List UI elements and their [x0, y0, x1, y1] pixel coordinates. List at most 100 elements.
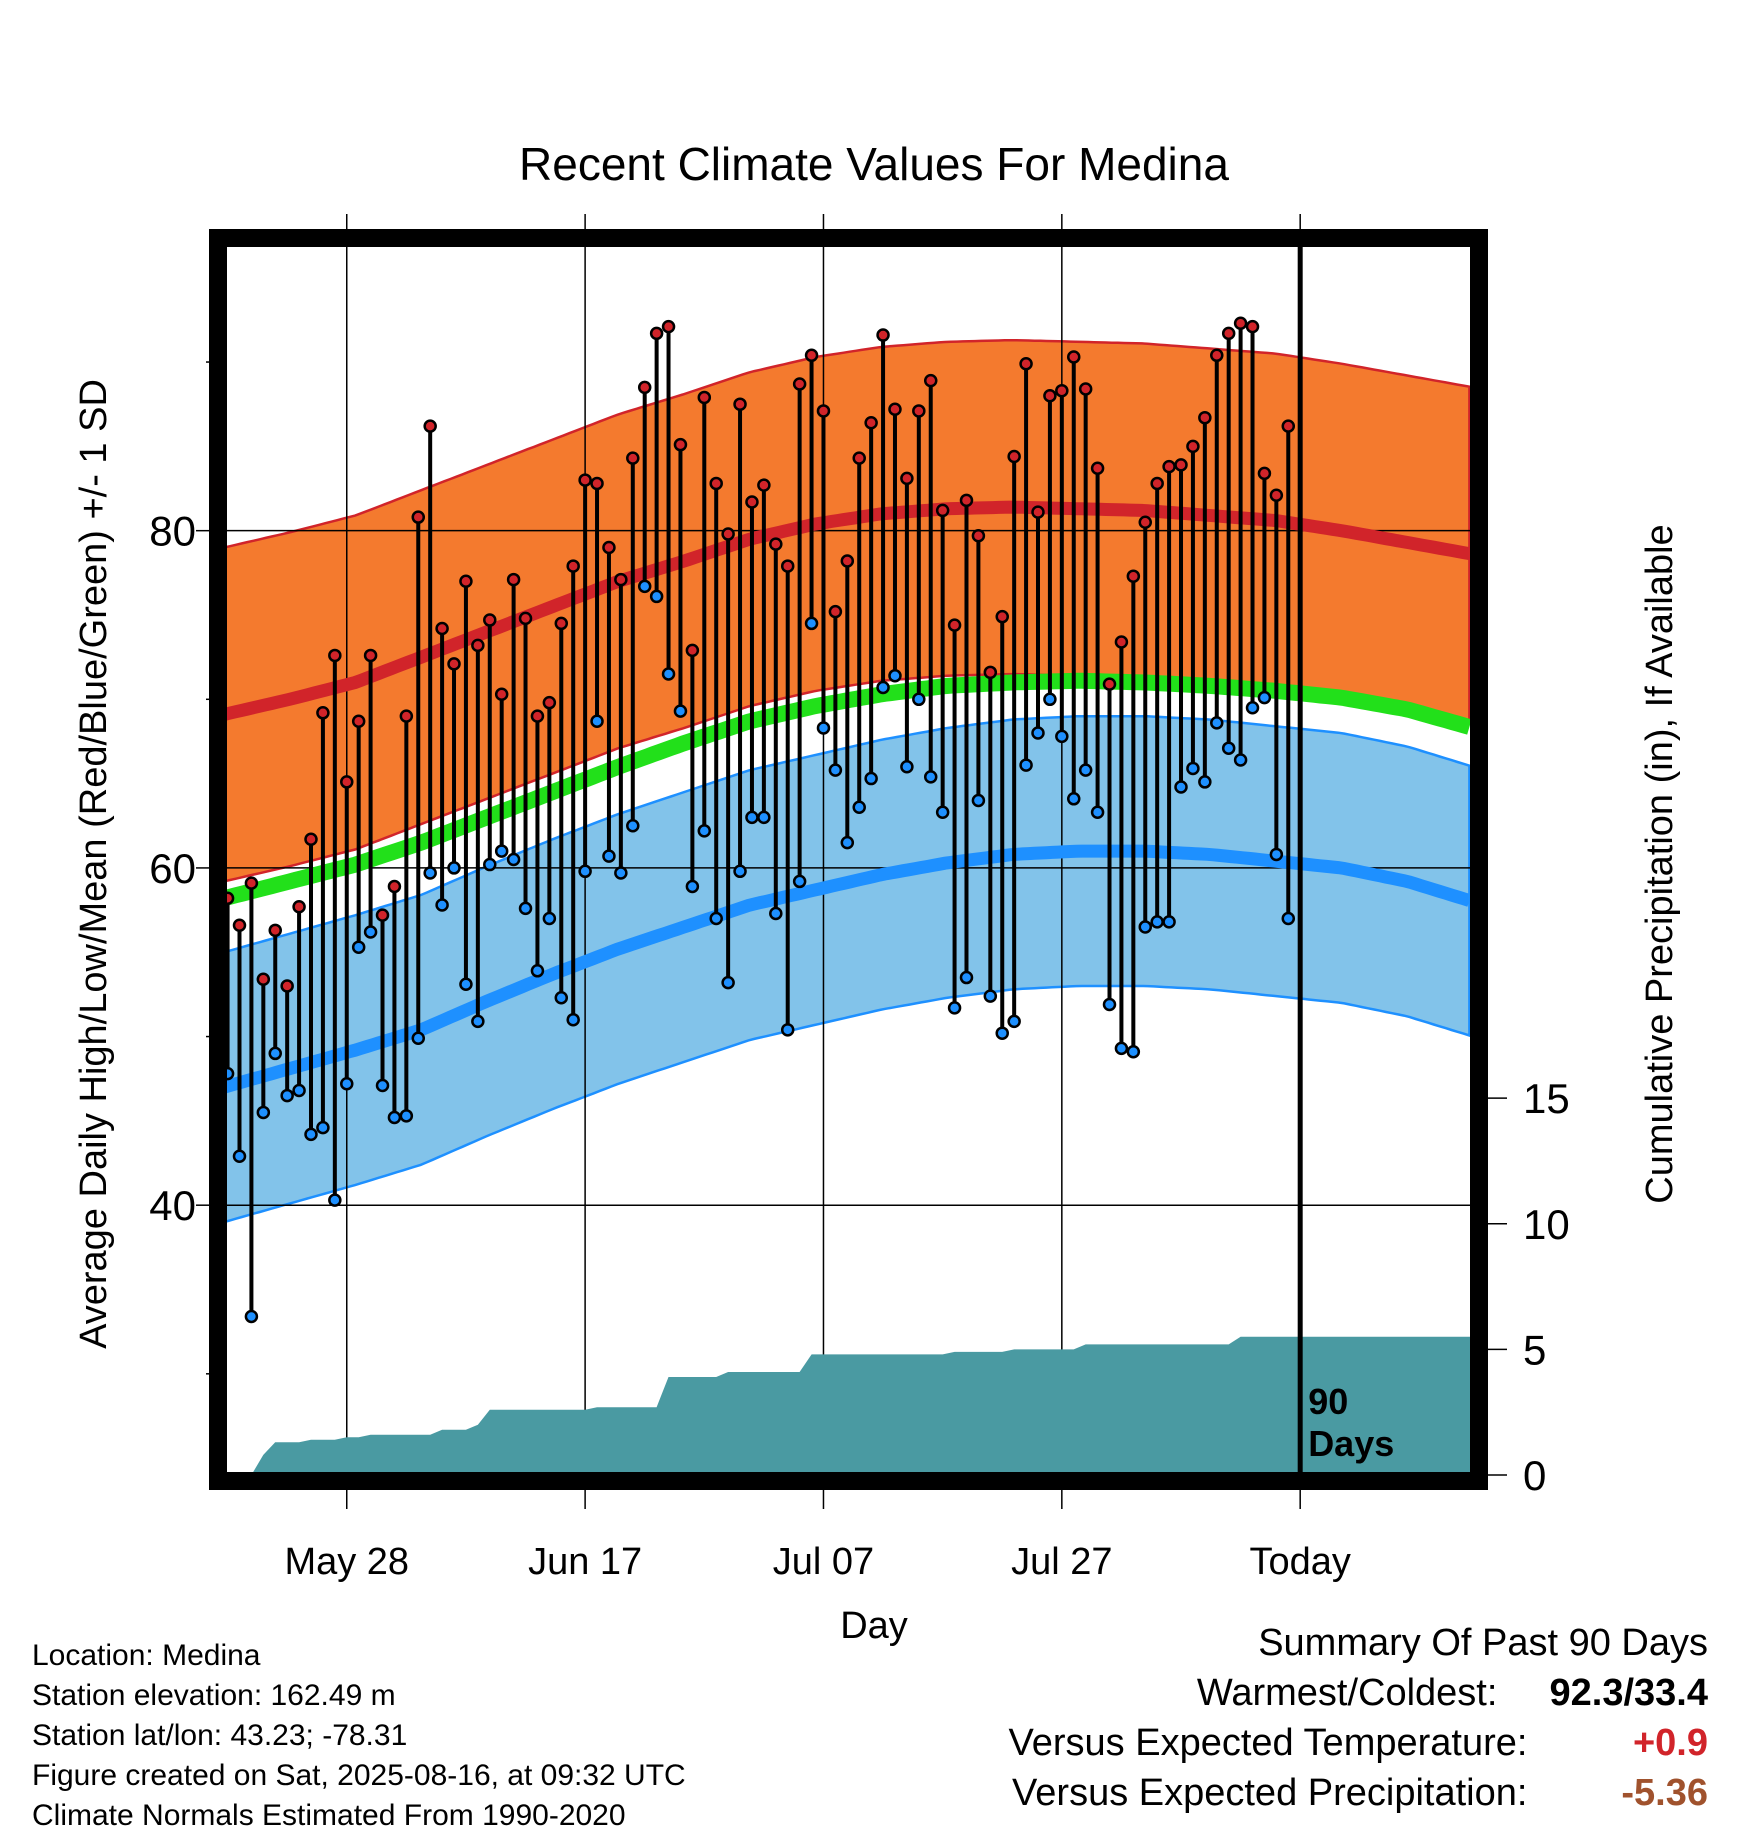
- daily-high-point: [506, 572, 521, 587]
- daily-high-point: [483, 613, 497, 627]
- daily-high-point: [1066, 350, 1081, 364]
- daily-high-point: [804, 348, 819, 363]
- daily-low-point: [780, 1023, 795, 1037]
- daily-high-point: [614, 572, 628, 587]
- daily-high-point: [888, 402, 902, 417]
- daily-high-point: [590, 476, 604, 491]
- daily-low-point: [971, 793, 986, 808]
- daily-high-point: [256, 972, 271, 986]
- daily-high-point: [423, 419, 437, 433]
- daily-low-point: [1031, 726, 1045, 740]
- daily-low-point: [816, 721, 831, 735]
- daily-low-point: [864, 771, 878, 786]
- daily-low-point: [1090, 805, 1105, 820]
- daily-low-point: [792, 874, 807, 889]
- daily-high-point: [578, 473, 592, 487]
- daily-low-point: [852, 800, 866, 814]
- daily-high-point: [1245, 319, 1260, 334]
- daily-low-point: [947, 1001, 962, 1015]
- daily-high-point: [340, 775, 354, 789]
- daily-high-point: [900, 471, 914, 486]
- daily-high-point: [411, 510, 426, 524]
- daily-high-point: [1007, 449, 1021, 464]
- daily-low-point: [912, 692, 926, 707]
- daily-low-point: [637, 579, 652, 594]
- daily-high-point: [530, 709, 545, 723]
- daily-low-point: [566, 1012, 580, 1027]
- daily-low-point: [876, 680, 890, 695]
- daily-high-point: [1019, 356, 1033, 371]
- daily-high-point: [292, 899, 306, 914]
- daily-low-point: [387, 1110, 402, 1125]
- daily-low-point: [256, 1105, 271, 1120]
- daily-high-point: [912, 404, 926, 418]
- chart-title: Recent Climate Values For Medina: [519, 138, 1229, 190]
- warm-cold-value: 92.3/33.4: [1549, 1672, 1708, 1714]
- daily-high-point: [494, 687, 509, 701]
- daily-high-point: [1186, 439, 1200, 454]
- y-right-tick-label: 10: [1523, 1201, 1570, 1248]
- daily-low-point: [1245, 700, 1260, 715]
- daily-low-point: [1162, 915, 1176, 929]
- daily-low-point: [995, 1026, 1009, 1040]
- daily-low-point: [1114, 1041, 1129, 1056]
- info-normals: Climate Normals Estimated From 1990-2020: [32, 1799, 626, 1832]
- daily-low-point: [351, 940, 366, 954]
- daily-low-point: [1186, 761, 1200, 776]
- daily-low-point: [1102, 997, 1117, 1012]
- daily-high-point: [268, 923, 282, 938]
- daily-high-point: [864, 415, 878, 430]
- daily-high-point: [1102, 677, 1117, 691]
- daily-high-point: [697, 390, 712, 405]
- daily-low-point: [435, 898, 449, 912]
- daily-high-point: [769, 537, 783, 551]
- daily-low-point: [1126, 1044, 1141, 1059]
- daily-low-point: [542, 911, 557, 926]
- daily-high-point: [554, 616, 569, 631]
- daily-low-point: [1066, 792, 1081, 806]
- daily-low-point: [1198, 775, 1212, 789]
- summary-precip: Versus Expected Precipitation: -5.36: [1009, 1772, 1708, 1822]
- daily-low-point: [888, 668, 902, 683]
- daily-high-point: [733, 397, 747, 411]
- daily-low-point: [614, 866, 628, 880]
- daily-low-point: [578, 864, 592, 879]
- y-right-tick-label: 15: [1523, 1075, 1570, 1122]
- daily-low-point: [1078, 763, 1093, 777]
- daily-low-point: [983, 989, 998, 1003]
- summary-warm-cold: Warmest/Coldest: 92.3/33.4: [1009, 1672, 1708, 1722]
- days-window-label-line: Days: [1308, 1423, 1394, 1464]
- daily-high-point: [363, 648, 378, 663]
- daily-low-point: [328, 1193, 342, 1207]
- daily-high-point: [1150, 476, 1164, 491]
- daily-low-point: [1269, 847, 1284, 862]
- daily-low-point: [494, 844, 509, 858]
- daily-low-point: [471, 1014, 485, 1029]
- daily-low-point: [423, 866, 437, 880]
- daily-high-point: [637, 380, 652, 395]
- daily-low-point: [506, 852, 521, 867]
- plot-frame: [209, 229, 1488, 1490]
- x-tick-label: May 28: [284, 1541, 409, 1583]
- daily-high-point: [745, 495, 759, 509]
- daily-low-point: [518, 901, 533, 916]
- summary-title: Summary Of Past 90 Days: [1258, 1622, 1708, 1664]
- x-tick-label: Jul 27: [1011, 1541, 1112, 1583]
- daily-low-point: [447, 861, 461, 875]
- daily-high-point: [971, 528, 986, 543]
- daily-low-point: [1221, 741, 1236, 755]
- daily-low-point: [530, 964, 545, 978]
- daily-low-point: [1019, 758, 1033, 772]
- daily-high-point: [959, 493, 974, 508]
- y-tick-label: 60: [149, 845, 196, 892]
- daily-high-point: [387, 879, 402, 894]
- daily-high-point: [947, 618, 962, 632]
- daily-high-point: [1138, 515, 1153, 529]
- daily-high-point: [316, 706, 330, 720]
- daily-low-point: [1055, 729, 1069, 744]
- daily-low-point: [590, 714, 604, 728]
- daily-high-point: [935, 503, 950, 518]
- warm-cold-label: Warmest/Coldest:: [1196, 1672, 1498, 1714]
- daily-high-point: [1221, 326, 1236, 341]
- daily-high-point: [1090, 461, 1105, 476]
